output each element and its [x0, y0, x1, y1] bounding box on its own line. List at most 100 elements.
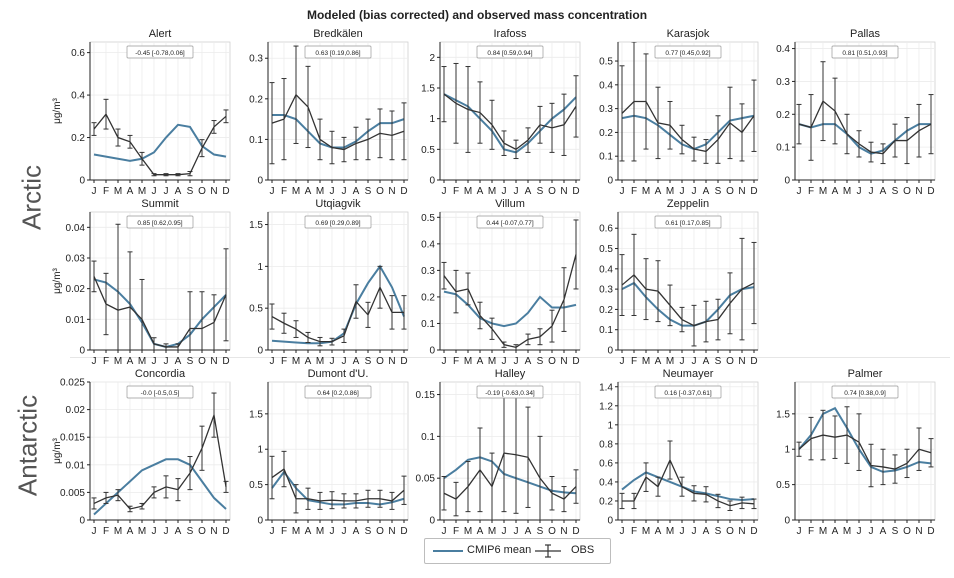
obs-line: [443, 254, 577, 349]
x-tick-label: N: [388, 526, 395, 537]
y-tick-label: 0.4: [776, 44, 790, 55]
x-tick-label: S: [365, 526, 372, 537]
y-tick-label: 0.04: [66, 223, 86, 234]
x-tick-label: O: [903, 526, 911, 537]
x-tick-label: J: [270, 526, 275, 537]
correlation-label: -0.19 [-0.63,0.34]: [485, 390, 535, 397]
y-tick-label: 1.5: [249, 220, 263, 231]
x-tick-label: D: [572, 526, 579, 537]
x-tick-label: J: [692, 526, 697, 537]
y-tick-label: 0: [257, 176, 263, 187]
x-tick-label: A: [880, 186, 887, 197]
station-title: Bredkälen: [313, 28, 363, 40]
x-tick-label: M: [666, 186, 674, 197]
plot-frame: [89, 41, 231, 181]
y-tick-label: 0: [607, 176, 613, 187]
x-tick-label: A: [353, 186, 360, 197]
x-tick-label: O: [726, 186, 734, 197]
x-tick-label: O: [198, 186, 206, 197]
x-tick-label: F: [631, 526, 637, 537]
x-tick-label: J: [92, 186, 97, 197]
plot-area: [91, 223, 229, 350]
panel-summit: 00.010.020.030.04J F M A M J J A S O N Dμg/m³Summit…: [52, 198, 231, 367]
plot-area: [796, 406, 934, 488]
plot-frame: [267, 211, 409, 351]
y-tick-label: 0.2: [421, 292, 435, 303]
x-tick-label: N: [210, 186, 217, 197]
x-tick-label: M: [316, 186, 324, 197]
x-tick-label: M: [464, 186, 472, 197]
station-title: Palmer: [848, 368, 883, 380]
plot-area: [269, 45, 407, 165]
x-tick-label: F: [631, 356, 637, 367]
x-tick-label: O: [376, 526, 384, 537]
x-tick-label: J: [342, 186, 347, 197]
x-tick-label: F: [103, 186, 109, 197]
x-tick-label: O: [726, 356, 734, 367]
y-tick-label: 0.05: [416, 474, 436, 485]
x-tick-label: F: [453, 186, 459, 197]
correlation-label: 0.77 [0.45,0.92]: [665, 50, 710, 57]
x-tick-label: S: [537, 356, 544, 367]
x-tick-label: A: [353, 356, 360, 367]
y-tick-label: 0: [79, 516, 85, 527]
x-tick-label: M: [642, 356, 650, 367]
station-title: Irafoss: [493, 28, 527, 40]
x-tick-label: J: [620, 186, 625, 197]
x-tick-label: O: [198, 526, 206, 537]
x-tick-label: D: [572, 186, 579, 197]
plot-area: [796, 61, 934, 165]
x-tick-label: J: [442, 186, 447, 197]
y-tick-label: 0.01: [66, 315, 86, 326]
model-mean-line: [272, 114, 405, 149]
x-tick-label: F: [281, 356, 287, 367]
y-tick-label: 1.5: [421, 84, 435, 95]
x-tick-label: O: [548, 186, 556, 197]
station-title: Neumayer: [663, 368, 714, 380]
x-tick-label: J: [152, 356, 157, 367]
plot-frame: [439, 381, 581, 521]
correlation-label: 0.74 [0.38,0.9]: [844, 390, 886, 397]
x-tick-label: M: [114, 526, 122, 537]
x-tick-label: F: [808, 186, 814, 197]
x-tick-label: N: [915, 526, 922, 537]
y-tick-label: 1.2: [599, 401, 613, 412]
x-tick-label: F: [103, 526, 109, 537]
y-tick-label: 0.5: [599, 244, 613, 255]
model-mean-line: [443, 290, 577, 328]
x-tick-label: M: [642, 186, 650, 197]
x-tick-label: S: [187, 526, 194, 537]
correlation-box: [476, 385, 544, 399]
correlation-label: 0.81 [0.51,0.93]: [842, 50, 887, 57]
y-tick-label: 0: [607, 516, 613, 527]
x-tick-label: F: [453, 526, 459, 537]
x-tick-label: J: [330, 186, 335, 197]
y-tick-label: 0.025: [60, 378, 85, 389]
correlation-box: [831, 45, 899, 59]
y-tick-label: 0.2: [249, 94, 263, 105]
x-tick-label: O: [548, 356, 556, 367]
panel-zeppelin: 00.10.20.30.40.50.6J F M A M J J A S O N DZeppelin0…: [599, 198, 759, 367]
x-tick-label: M: [666, 356, 674, 367]
x-tick-label: F: [103, 356, 109, 367]
x-tick-label: M: [138, 356, 146, 367]
y-tick-label: 0: [429, 176, 435, 187]
x-tick-label: A: [832, 186, 839, 197]
x-tick-label: N: [738, 186, 745, 197]
model-mean-line: [621, 114, 755, 151]
x-tick-label: N: [738, 356, 745, 367]
x-tick-label: N: [738, 526, 745, 537]
correlation-box: [304, 385, 372, 399]
y-tick-label: 0.5: [249, 304, 263, 315]
panel-neumayer: 00.20.40.60.811.21.4J F M A M J J A S O N DNeumayer…: [599, 368, 759, 537]
plot-frame: [439, 211, 581, 351]
obs-line: [621, 100, 755, 153]
y-tick-label: 0.02: [66, 284, 86, 295]
x-tick-label: S: [715, 186, 722, 197]
obs-line: [621, 273, 755, 327]
x-tick-label: A: [703, 526, 710, 537]
x-tick-label: J: [502, 526, 507, 537]
